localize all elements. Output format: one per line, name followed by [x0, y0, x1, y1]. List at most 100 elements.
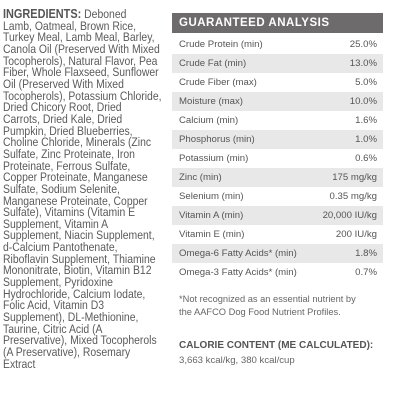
analysis-row: Selenium (min) 0.35 mg/kg: [172, 187, 383, 206]
ingredient-line: Supplement), DL-Methionine,: [3, 310, 162, 325]
ingredient-line: Pumpkin, Dried Blueberries,: [3, 124, 162, 138]
ingredient-line: Turkey Meal, Lamb Meal, Barley,: [3, 30, 162, 45]
nutrient-name: Selenium (min): [179, 191, 244, 202]
analysis-row: Moisture (max) 10.0%: [172, 92, 383, 111]
ingredients: INGREDIENTS: Deboned Lamb, Oatmeal, Brown…: [3, 6, 162, 371]
nutrient-value: 0.35 mg/kg: [329, 191, 377, 202]
nutrient-value: 0.6%: [355, 153, 377, 164]
ingredient-line: Canola Oil (Preserved With Mixed: [3, 41, 162, 56]
ingredient-text: Dried Chicory Root, Dried: [3, 100, 122, 115]
ingredient-text: Canola Oil (Preserved With Mixed: [3, 41, 160, 56]
ingredient-text: Preservative), Mixed Tocopherols: [3, 333, 157, 348]
ingredient-line: Riboflavin Supplement, Thiamine: [3, 251, 162, 266]
ingredients-heading: INGREDIENTS:: [3, 6, 82, 21]
ingredient-text: Tocopherols), Natural Flavor, Pea: [3, 53, 158, 68]
ingredient-line: Taurine, Citric Acid (A: [3, 321, 162, 336]
ingredient-text: Taurine, Citric Acid (A: [3, 321, 103, 336]
nutrient-name: Crude Fat (min): [179, 58, 247, 69]
analysis-row: Vitamin A (min) 20,000 IU/kg: [172, 206, 383, 225]
ingredient-text: Proteinate, Ferrous Sulfate,: [3, 158, 131, 173]
nutrient-value: 0.7%: [355, 267, 377, 278]
nutrient-value: 175 mg/kg: [332, 172, 377, 183]
ingredient-line: Manganese Proteinate, Copper: [3, 193, 162, 208]
ingredient-line: Preservative), Mixed Tocopherols: [3, 333, 162, 348]
analysis-panel: GUARANTEED ANALYSIS Crude Protein (min) 2…: [172, 13, 383, 366]
ingredient-line: Extract: [3, 356, 162, 371]
ingredient-line: Sulfate, Sodium Selenite,: [3, 181, 162, 196]
ingredient-line: Copper Proteinate, Manganese: [3, 170, 162, 185]
nutrient-name: Potassium (min): [179, 153, 249, 164]
nutrient-name: Omega-6 Fatty Acids* (min): [179, 248, 297, 259]
ingredient-text: Extract: [3, 356, 36, 371]
ingredient-line: Hydrochloride, Calcium Iodate,: [3, 288, 162, 301]
ingredient-text: Carrots, Dried Kale, Dried: [3, 111, 123, 126]
analysis-row: Calcium (min) 1.6%: [172, 111, 383, 130]
nutrient-name: Phosphorus (min): [179, 134, 255, 145]
ingredient-text: Supplement, Niacin Supplement,: [3, 228, 155, 243]
ingredient-text: Supplement), DL-Methionine,: [3, 310, 139, 325]
ingredient-text: Tocopherols), Potassium Chloride,: [3, 88, 162, 103]
nutrient-value: 10.0%: [349, 96, 377, 107]
ingredient-text: Riboflavin Supplement, Thiamine: [3, 251, 156, 266]
ingredient-line: Lamb, Oatmeal, Brown Rice,: [3, 19, 162, 33]
nutrient-value: 5.0%: [355, 77, 377, 88]
ingredient-line: Sulfate, Zinc Proteinate, Iron: [3, 146, 162, 161]
nutrient-name: Vitamin A (min): [179, 210, 244, 221]
nutrient-name: Moisture (max): [179, 96, 243, 107]
ingredient-text: (A Preservative), Rosemary: [3, 345, 131, 360]
ingredient-text: Manganese Proteinate, Copper: [3, 193, 148, 208]
footnote-line: *Not recognized as an essential nutrient…: [179, 294, 356, 304]
ingredient-text: Fiber, Whole Flaxseed, Sunflower: [3, 65, 159, 80]
footnote: *Not recognized as an essential nutrient…: [179, 293, 383, 319]
footnote-line: the AAFCO Dog Food Nutrient Profiles.: [179, 307, 341, 317]
nutrient-value: 1.0%: [355, 134, 377, 145]
ingredient-text: Sulfate, Zinc Proteinate, Iron: [3, 146, 135, 161]
analysis-row: Omega-3 Fatty Acids* (min) 0.7%: [172, 263, 383, 282]
ingredient-line: Proteinate, Ferrous Sulfate,: [3, 158, 162, 173]
ingredient-text: Sulfate, Sodium Selenite,: [3, 181, 120, 196]
analysis-row: Vitamin E (min) 200 IU/kg: [172, 225, 383, 244]
nutrient-value: 20,000 IU/kg: [322, 210, 377, 221]
nutrient-value: 200 IU/kg: [335, 229, 377, 240]
nutrient-name: Calcium (min): [179, 115, 239, 126]
calorie-value: 3,663 kcal/kg, 380 kcal/cup: [179, 355, 295, 366]
ingredient-line: Supplement, Vitamin A: [3, 216, 162, 231]
ingredient-line: Choline Chloride, Minerals (Zinc: [3, 136, 162, 149]
nutrient-name: Crude Fiber (max): [179, 77, 257, 88]
nutrient-value: 1.8%: [355, 248, 377, 259]
analysis-row: Potassium (min) 0.6%: [172, 149, 383, 168]
nutrient-name: Omega-3 Fatty Acids* (min): [179, 267, 297, 278]
analysis-table: Crude Protein (min) 25.0% Crude Fat (min) 1…: [172, 35, 383, 282]
analysis-row: Omega-6 Fatty Acids* (min) 1.8%: [172, 244, 383, 263]
ingredient-line: Oil (Preserved With Mixed: [3, 76, 162, 91]
calorie-heading: CALORIE CONTENT (ME CALCULATED):: [179, 340, 374, 351]
ingredient-line: Carrots, Dried Kale, Dried: [3, 111, 162, 126]
ingredient-line: Dried Chicory Root, Dried: [3, 100, 162, 115]
ingredient-text: Oil (Preserved With Mixed: [3, 76, 124, 91]
ingredient-text: Copper Proteinate, Manganese: [3, 170, 148, 185]
nutrient-value: 13.0%: [349, 58, 377, 69]
nutrient-name: Zinc (min): [179, 172, 222, 183]
ingredient-text: Deboned: [84, 7, 127, 21]
ingredient-line: Tocopherols), Potassium Chloride,: [3, 88, 162, 103]
nutrient-name: Vitamin E (min): [179, 229, 245, 240]
analysis-title: GUARANTEED ANALYSIS: [172, 13, 383, 33]
analysis-row: Phosphorus (min) 1.0%: [172, 130, 383, 149]
ingredient-text: Turkey Meal, Lamb Meal, Barley,: [3, 30, 155, 45]
nutrient-name: Crude Protein (min): [179, 39, 263, 50]
analysis-row: Zinc (min) 175 mg/kg: [172, 168, 383, 187]
ingredient-line: Folic Acid, Vitamin D3: [3, 299, 162, 312]
ingredient-line: INGREDIENTS: Deboned: [3, 6, 162, 21]
ingredient-text: d-Calcium Pantothenate,: [3, 240, 118, 255]
analysis-row: Crude Fiber (max) 5.0%: [172, 73, 383, 92]
ingredient-line: Sulfate), Vitamins (Vitamin E: [3, 206, 162, 219]
ingredient-line: (A Preservative), Rosemary: [3, 345, 162, 360]
nutrient-value: 25.0%: [349, 39, 377, 50]
ingredient-line: Tocopherols), Natural Flavor, Pea: [3, 53, 162, 68]
ingredient-line: d-Calcium Pantothenate,: [3, 240, 162, 255]
ingredient-line: Supplement, Niacin Supplement,: [3, 228, 162, 243]
ingredient-text: Supplement, Vitamin A: [3, 216, 109, 231]
nutrient-value: 1.6%: [355, 115, 377, 126]
analysis-row: Crude Fat (min) 13.0%: [172, 54, 383, 73]
ingredient-line: Mononitrate, Biotin, Vitamin B12: [3, 264, 162, 277]
